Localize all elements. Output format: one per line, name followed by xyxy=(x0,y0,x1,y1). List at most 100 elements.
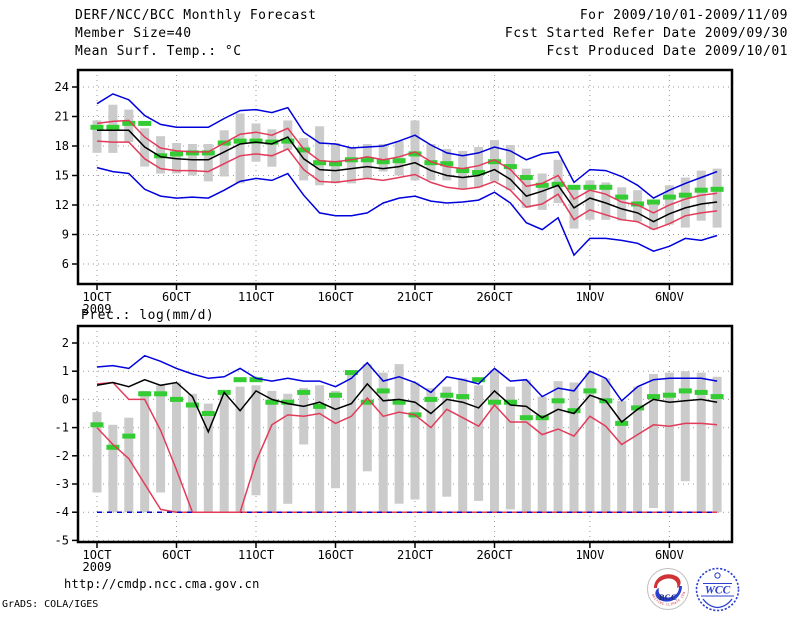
observation-dash xyxy=(472,377,486,383)
y-tick-label: 18 xyxy=(55,139,69,153)
series-blue-upper xyxy=(96,354,718,402)
observation-dash xyxy=(201,150,215,156)
x-tick-label: 11OCT xyxy=(238,290,274,304)
x-tick-label: 6OCT xyxy=(162,548,191,562)
x-year-label: 2009 xyxy=(83,560,112,574)
x-tick-label: 11OCT xyxy=(238,548,274,562)
member-spread-bar xyxy=(283,120,293,150)
series-blue-upper xyxy=(96,93,718,199)
observation-dash xyxy=(106,124,120,130)
y-tick-label: 1 xyxy=(62,364,69,378)
wcc-wreath xyxy=(702,598,733,609)
x-tick-label: 16OCT xyxy=(317,290,353,304)
report-title: DERF/NCC/BCC Monthly Forecast xyxy=(75,8,317,23)
observation-dash xyxy=(551,398,565,404)
observation-dash xyxy=(710,186,724,192)
member-spread-bar xyxy=(442,386,452,497)
observation-dash xyxy=(583,184,597,190)
member-spread-bar xyxy=(187,393,197,513)
observation-dash xyxy=(408,151,422,157)
member-spread-bar xyxy=(569,382,579,513)
observation-dash xyxy=(360,157,374,163)
observation-dash xyxy=(472,170,486,175)
member-spread-bar xyxy=(219,130,229,177)
temp-chart-title: Mean Surf. Temp.: °C xyxy=(75,44,242,59)
observation-dash xyxy=(170,151,183,157)
member-spread-bar xyxy=(235,386,245,513)
member-spread-bar xyxy=(680,371,690,482)
member-spread-bar xyxy=(346,147,356,184)
observation-dash xyxy=(647,394,660,400)
y-tick-label: 6 xyxy=(62,257,69,271)
observation-dash xyxy=(567,408,581,414)
observation-dash xyxy=(678,192,692,198)
member-spread-bar xyxy=(474,385,484,501)
member-spread-bar xyxy=(378,372,388,513)
series-red-upper xyxy=(96,381,718,513)
observation-dash xyxy=(519,415,533,421)
observation-dash xyxy=(662,194,676,200)
observation-dash xyxy=(201,411,215,416)
bcc-swirl-red xyxy=(654,574,681,588)
observation-dash xyxy=(647,199,660,205)
observation-dash xyxy=(456,394,470,400)
member-spread-bar xyxy=(362,364,372,472)
observation-dash xyxy=(440,161,454,167)
mean-surface-temperature-chart: 6 9 12 15 18 21 24 1OCT 6OCT 11OCT 16OCT 21OCT 26OCT… xyxy=(55,68,734,316)
observation-dash xyxy=(694,389,708,395)
member-spread-bar xyxy=(251,385,261,496)
observation-dash xyxy=(249,138,263,144)
prec-chart-title: Prec.: log(mm/d) xyxy=(81,308,215,323)
member-spread-bar xyxy=(521,168,531,208)
x-tick-label: 1OCT xyxy=(83,290,112,304)
wcc-logo-ring xyxy=(695,567,740,612)
observation-dash xyxy=(154,153,168,159)
observation-dash xyxy=(535,182,549,188)
observation-dash xyxy=(615,420,629,426)
observation-dash xyxy=(631,405,645,411)
observation-dash xyxy=(313,403,327,409)
member-spread-bar xyxy=(346,372,356,513)
member-spread-bar xyxy=(378,144,388,172)
member-spread-bar xyxy=(537,396,547,513)
y-tick-label: 24 xyxy=(55,80,69,94)
observation-dash xyxy=(249,377,263,383)
observation-dash xyxy=(678,388,692,394)
observation-dash xyxy=(615,194,629,200)
observation-dash xyxy=(297,147,311,153)
member-spread-bar xyxy=(649,374,658,508)
member-spread-bar xyxy=(203,144,213,182)
member-spread-bar xyxy=(696,372,706,513)
member-spread-bar xyxy=(553,159,563,204)
observation-dash xyxy=(154,391,168,397)
observation-dash xyxy=(360,399,374,405)
series-blue-lower xyxy=(96,166,718,257)
y-tick-label: -5 xyxy=(55,533,69,547)
observation-dash xyxy=(694,187,708,193)
observation-dash xyxy=(138,391,152,397)
member-spread-bar xyxy=(712,376,722,513)
member-spread-bar xyxy=(203,403,213,513)
x-tick-label: 1NOV xyxy=(575,548,604,562)
member-spread-bar xyxy=(712,168,722,228)
member-spread-bar xyxy=(156,385,166,493)
x-tick-label: 1OCT xyxy=(83,548,112,562)
observation-dash xyxy=(567,184,581,190)
observation-dash xyxy=(519,175,533,180)
member-spread-bar xyxy=(410,382,420,500)
member-spread-bar xyxy=(585,372,595,513)
member-spread-bar xyxy=(426,388,436,513)
plot-frame xyxy=(76,68,734,286)
observation-dash xyxy=(710,394,724,400)
y-tick-label: -2 xyxy=(55,449,69,463)
member-spread-bar xyxy=(649,200,658,230)
observation-dash xyxy=(185,150,199,156)
y-tick-label: 0 xyxy=(62,392,69,406)
observation-dash xyxy=(392,399,406,405)
member-spread-bar xyxy=(235,113,245,184)
observation-dash xyxy=(122,433,136,439)
produced-date-label: Fcst Produced Date 2009/10/01 xyxy=(546,44,788,59)
member-spread-bar xyxy=(92,412,102,493)
bcc-logo-label: BCC xyxy=(659,592,677,602)
